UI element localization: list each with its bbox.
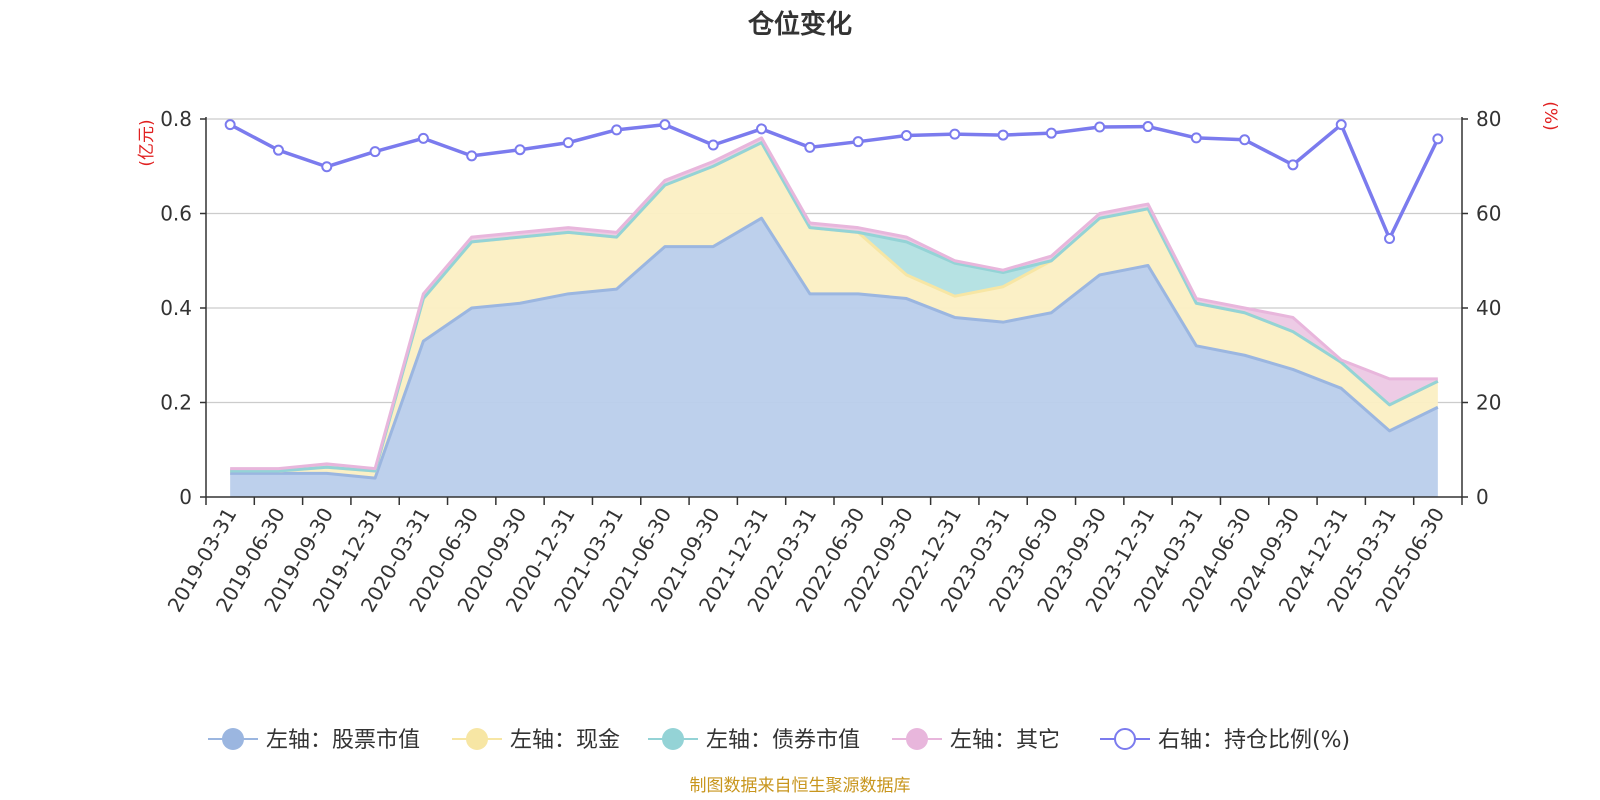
legend-item: 左轴：股票市值: [208, 728, 420, 753]
ratio-point: [611, 124, 623, 136]
ratio-point: [417, 132, 429, 144]
right-axis-unit: (%): [1540, 101, 1560, 130]
ratio-point: [659, 119, 671, 131]
ratio-point: [756, 123, 768, 135]
right-axis-tick-label: 40: [1476, 296, 1501, 320]
legend-item: 左轴：债券市值: [648, 728, 860, 753]
ratio-point: [466, 150, 478, 162]
legend-item: 左轴：其它: [892, 728, 1060, 753]
ratio-point: [224, 119, 236, 131]
ratio-point: [1094, 121, 1106, 133]
left-axis-tick-label: 0: [179, 485, 192, 509]
legend-label: 左轴：其它: [950, 728, 1060, 753]
ratio-line-layer: [224, 119, 1444, 245]
ratio-point: [514, 144, 526, 156]
legend-marker: [466, 728, 488, 750]
legend-label: 右轴：持仓比例(%): [1158, 728, 1350, 753]
left-axis-tick-label: 0.8: [160, 107, 192, 131]
stacked-areas: [230, 136, 1439, 497]
data-source-note: 制图数据来自恒生聚源数据库: [690, 776, 911, 796]
legend: 左轴：股票市值 左轴：现金 左轴：债券市值 左轴：其它 右轴：持仓比例(%): [208, 728, 1350, 753]
legend-marker: [222, 728, 244, 750]
ratio-point: [1384, 233, 1396, 245]
ratio-point: [1335, 119, 1347, 131]
right-axis-tick-label: 20: [1476, 391, 1501, 415]
ratio-point: [900, 130, 912, 142]
ratio-point: [1045, 127, 1057, 139]
ratio-point: [707, 139, 719, 151]
ratio-point: [272, 144, 284, 156]
left-axis-unit: (亿元): [137, 119, 157, 166]
ratio-point: [1239, 134, 1251, 146]
legend-label: 左轴：股票市值: [266, 728, 420, 753]
ratio-point: [1432, 133, 1444, 145]
other-area-edge: [230, 136, 1438, 471]
ratio-point: [321, 161, 333, 173]
stock-area: [230, 218, 1438, 497]
legend-marker: [662, 728, 684, 750]
legend-marker: [1114, 728, 1136, 750]
ratio-point: [1142, 121, 1154, 133]
left-axis-tick-label: 0.2: [160, 391, 192, 415]
ratio-point: [852, 136, 864, 148]
left-axis-tick-label: 0.4: [160, 296, 192, 320]
ratio-point: [1287, 159, 1299, 171]
chart-title: 仓位变化: [747, 9, 852, 40]
ratio-line: [229, 122, 1440, 241]
legend-item: 右轴：持仓比例(%): [1100, 728, 1350, 753]
right-axis-tick-label: 0: [1476, 485, 1489, 509]
cash-area: [230, 142, 1438, 479]
bond-area-edge: [230, 141, 1439, 473]
legend-label: 左轴：现金: [510, 728, 620, 753]
right-axis-tick-label: 60: [1476, 202, 1501, 226]
ratio-point: [997, 129, 1009, 141]
ratio-point: [1190, 132, 1202, 144]
legend-marker: [906, 728, 928, 750]
ratio-point: [562, 137, 574, 149]
stock-area-edge: [230, 216, 1439, 480]
left-axis-tick-label: 0.6: [160, 202, 192, 226]
legend-label: 左轴：债券市值: [706, 728, 860, 753]
ratio-point: [369, 146, 381, 158]
ratio-point: [804, 141, 816, 153]
ratio-point: [949, 128, 961, 140]
right-axis-tick-label: 80: [1476, 107, 1501, 131]
legend-item: 左轴：现金: [452, 728, 620, 753]
